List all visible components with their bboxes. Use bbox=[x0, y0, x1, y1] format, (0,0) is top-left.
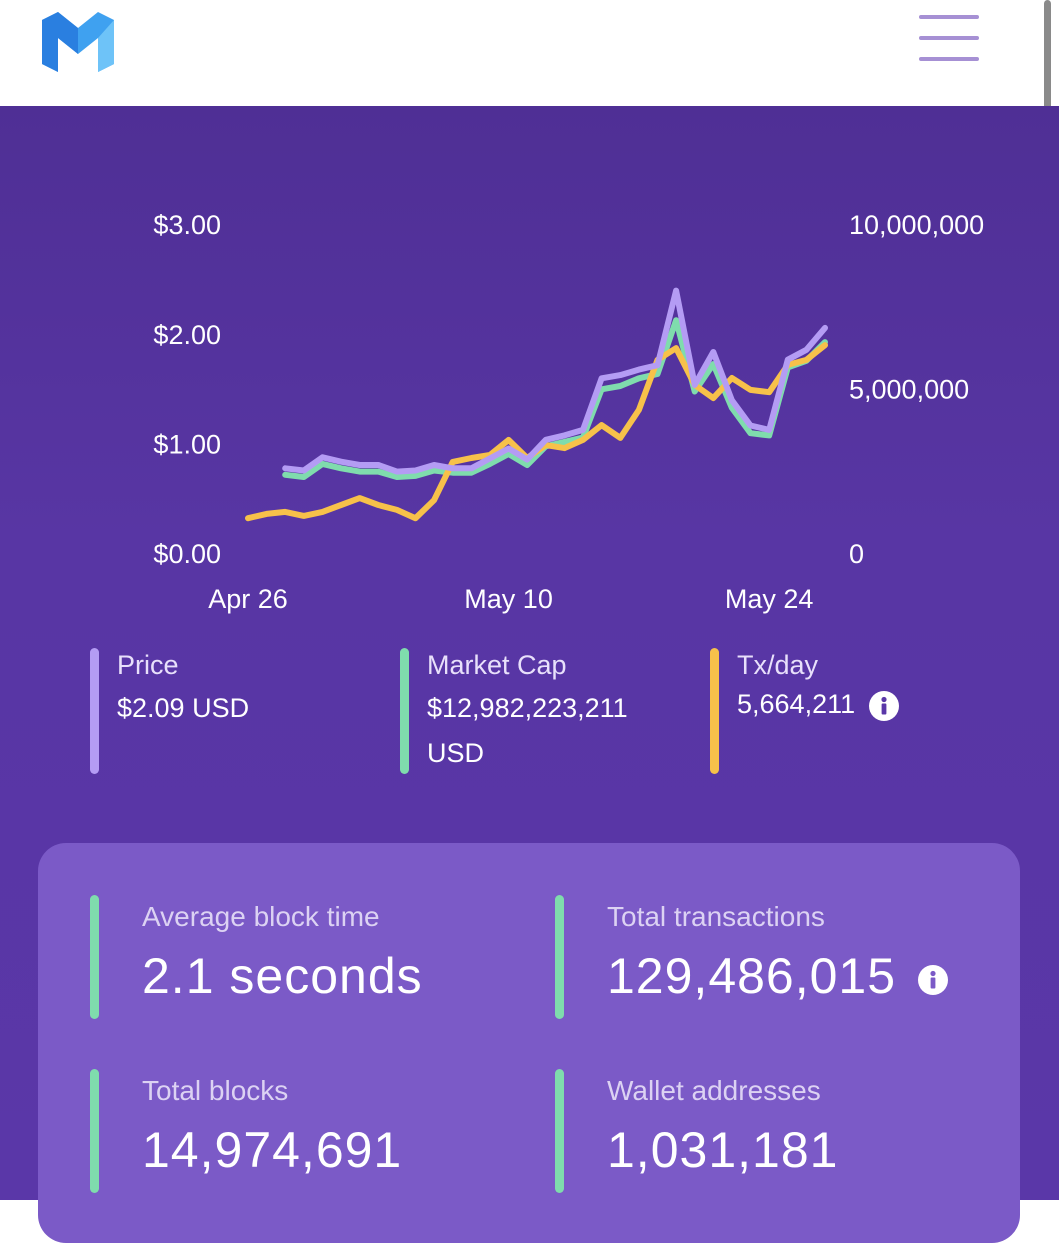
header bbox=[0, 0, 1059, 400]
info-icon[interactable] bbox=[918, 964, 949, 995]
stat-value: 2.1 seconds bbox=[142, 948, 423, 1004]
legend-label: Market Cap bbox=[427, 650, 567, 680]
series-line bbox=[282, 317, 828, 480]
y2-tick-label: 5,000,000 bbox=[849, 375, 969, 405]
legend-label: Price bbox=[117, 650, 179, 680]
y-tick-label: $3.00 bbox=[153, 210, 221, 240]
stat-value-row: 129,486,015 bbox=[607, 947, 949, 1005]
menu-button[interactable] bbox=[917, 12, 981, 62]
y2-tick-label: 10,000,000 bbox=[849, 210, 984, 240]
legend-swatch bbox=[400, 648, 409, 774]
stat-label: Total transactions bbox=[607, 901, 825, 932]
stat-label: Average block time bbox=[142, 901, 380, 932]
stat: Wallet addresses 1,031,181 bbox=[555, 1069, 995, 1193]
stats-card: Average block time 2.1 seconds Total tra… bbox=[38, 843, 1020, 1243]
stat-value: 1,031,181 bbox=[607, 1122, 839, 1178]
legend-value: $2.09 USD bbox=[117, 693, 250, 723]
stat-accent bbox=[90, 895, 99, 1019]
chart: $0.00 $1.00 $2.00 $3.00 0 5,000,000 10,000,000… bbox=[153, 210, 984, 614]
series-line bbox=[282, 287, 828, 475]
stat-label: Wallet addresses bbox=[607, 1075, 821, 1106]
stat-accent bbox=[90, 1069, 99, 1193]
y-tick-label: $2.00 bbox=[153, 320, 221, 350]
x-tick-label: May 10 bbox=[464, 584, 553, 614]
y2-tick-label: 0 bbox=[849, 539, 864, 569]
series-line bbox=[245, 342, 828, 522]
stat-value: 129,486,015 bbox=[607, 948, 897, 1004]
info-icon[interactable] bbox=[869, 690, 900, 721]
legend-swatch bbox=[90, 648, 99, 774]
stat-value: 14,974,691 bbox=[142, 1122, 403, 1178]
y-tick-label: $1.00 bbox=[153, 429, 221, 459]
stat-accent bbox=[555, 895, 564, 1019]
x-tick-label: Apr 26 bbox=[208, 584, 288, 614]
stat-label: Total blocks bbox=[142, 1075, 289, 1106]
y-tick-label: $0.00 bbox=[153, 539, 221, 569]
stat: Total blocks 14,974,691 bbox=[90, 1069, 530, 1193]
x-tick-label: May 24 bbox=[725, 584, 814, 614]
logo[interactable] bbox=[38, 6, 118, 76]
legend-value-row: 5,664,211 bbox=[737, 682, 992, 727]
stat: Average block time 2.1 seconds bbox=[90, 895, 530, 1019]
legend-value: $12,982,223,211 USD bbox=[427, 693, 628, 768]
stat: Total transactions 129,486,015 bbox=[555, 895, 995, 1019]
legend-label: Tx/day bbox=[737, 650, 819, 680]
legend-swatch bbox=[710, 648, 719, 774]
legend-value: 5,664,211 bbox=[737, 689, 856, 719]
stat-accent bbox=[555, 1069, 564, 1193]
